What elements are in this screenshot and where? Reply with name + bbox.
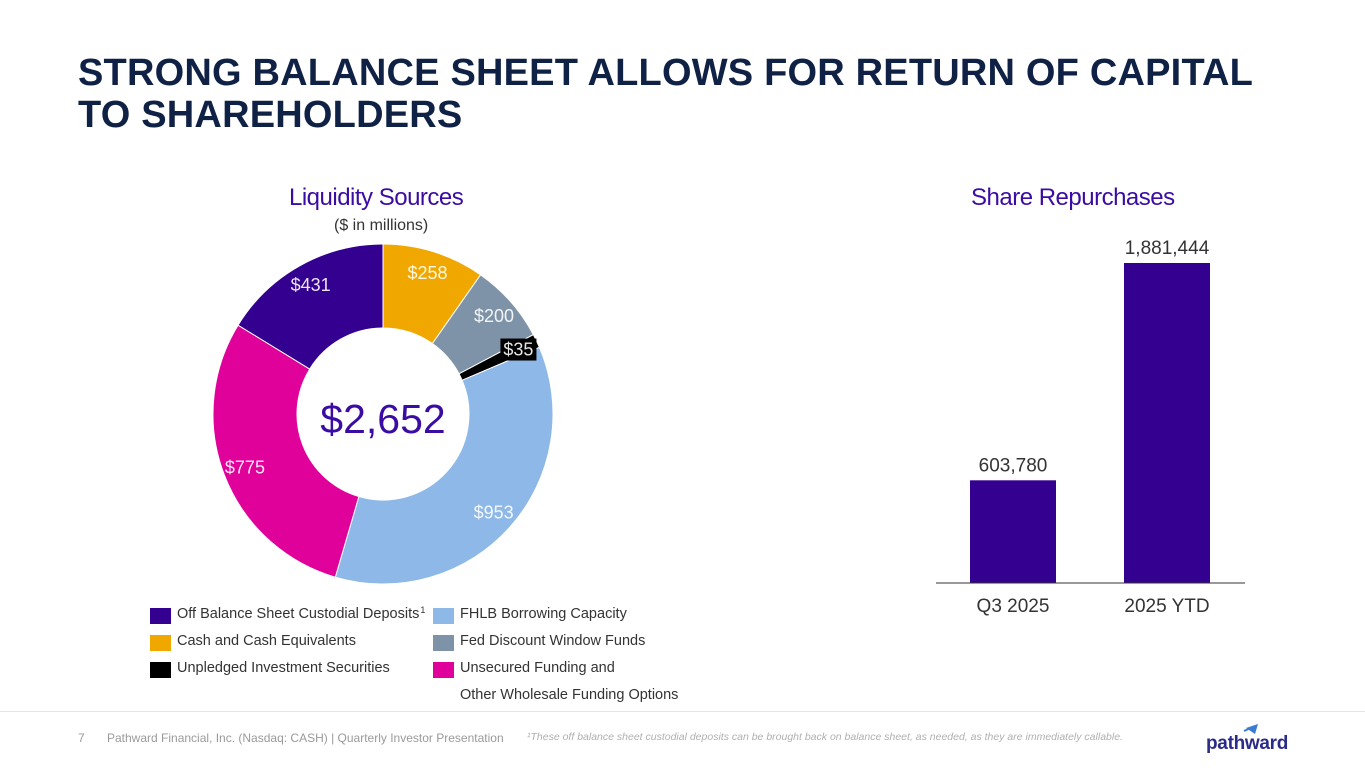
- footer-footnote: ¹These off balance sheet custodial depos…: [527, 731, 1123, 743]
- legend-swatch-unpledged: [150, 662, 171, 678]
- legend-item-fed: Fed Discount Window Funds: [433, 633, 645, 660]
- footer-divider: [0, 711, 1365, 712]
- page-title: STRONG BALANCE SHEET ALLOWS FOR RETURN O…: [78, 52, 1298, 136]
- page-title-line-1: STRONG BALANCE SHEET ALLOWS FOR RETURN O…: [78, 52, 1254, 94]
- donut-chart-subtitle: ($ in millions): [334, 217, 429, 234]
- donut-label-5: $431: [291, 275, 331, 295]
- legend-label-off-balance: Off Balance Sheet Custodial Deposits1: [177, 605, 426, 622]
- legend-item-cash: Cash and Cash Equivalents: [150, 633, 356, 660]
- legend-label-fhlb: FHLB Borrowing Capacity: [460, 606, 627, 622]
- legend-item-off-balance: Off Balance Sheet Custodial Deposits1: [150, 605, 425, 633]
- footer-company: Pathward Financial, Inc. (Nasdaq: CASH) …: [107, 731, 504, 745]
- legend-item-unpledged: Unpledged Investment Securities: [150, 660, 390, 687]
- donut-label-0: $258: [408, 263, 448, 283]
- bar-value-label-0: 603,780: [979, 455, 1048, 476]
- bar-1: [1124, 263, 1210, 583]
- donut-legend: Off Balance Sheet Custodial Deposits1 FH…: [150, 605, 710, 706]
- donut-slice-4: [212, 324, 360, 578]
- legend-swatch-unsecured: [433, 662, 454, 678]
- donut-slice-5: [237, 243, 384, 370]
- legend-swatch-off-balance: [150, 608, 171, 624]
- bar-chart-title: Share Repurchases: [971, 184, 1175, 211]
- legend-item-unsecured: Unsecured Funding and Other Wholesale Fu…: [433, 660, 678, 714]
- page-number: 7: [78, 731, 85, 745]
- logo-text: pathward: [1206, 733, 1289, 754]
- donut-label-4: $775: [225, 457, 265, 477]
- legend-label-unpledged: Unpledged Investment Securities: [177, 660, 390, 676]
- legend-swatch-cash: [150, 635, 171, 651]
- legend-label-fed: Fed Discount Window Funds: [460, 633, 646, 649]
- donut-label-box-2: [500, 338, 537, 361]
- bar-0: [970, 480, 1056, 583]
- bar-value-label-1: 1,881,444: [1125, 238, 1210, 259]
- legend-label-unsecured: Unsecured Funding and Other Wholesale Fu…: [460, 660, 679, 703]
- legend-swatch-fhlb: [433, 608, 454, 624]
- legend-item-fhlb: FHLB Borrowing Capacity: [433, 606, 627, 633]
- donut-center-total: $2,652: [320, 396, 445, 442]
- logo-arrow-icon: [1243, 724, 1258, 734]
- donut-chart-title: Liquidity Sources: [289, 184, 464, 211]
- bar-category-label-0: Q3 2025: [977, 596, 1050, 617]
- page-title-line-2: TO SHAREHOLDERS: [78, 94, 463, 136]
- legend-label-cash: Cash and Cash Equivalents: [177, 633, 356, 649]
- legend-swatch-fed: [433, 635, 454, 651]
- donut-slice-3: [334, 346, 554, 585]
- bar-category-label-1: 2025 YTD: [1124, 596, 1209, 617]
- donut-label-1: $200: [474, 306, 514, 326]
- donut-label-3: $953: [474, 502, 514, 522]
- pathward-logo: pathward: [1206, 722, 1296, 758]
- donut-label-2: $35: [503, 340, 533, 360]
